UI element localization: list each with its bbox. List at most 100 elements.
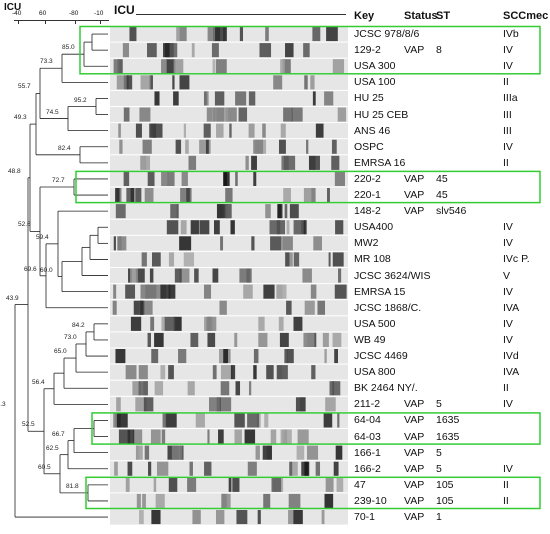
row-key: USA 500 (354, 317, 396, 330)
gel-band (118, 429, 131, 444)
row-key: MR 108 (354, 253, 391, 266)
gel-band (214, 220, 220, 235)
gel-band (276, 365, 288, 380)
gel-band (123, 107, 130, 122)
gel-band (147, 171, 155, 186)
gel-band (234, 332, 238, 347)
gel-band (337, 413, 340, 428)
node-label: 95.2 (74, 96, 87, 104)
gel-band (247, 461, 257, 476)
gel-band (135, 188, 142, 203)
gel-band (141, 252, 147, 267)
row-sccmec: IVA (503, 301, 520, 314)
gel-band (173, 59, 184, 74)
gel-band (173, 316, 182, 331)
gel-band (234, 429, 242, 444)
gel-band (335, 445, 343, 460)
gel-band (207, 429, 210, 444)
row-sccmec: IV (503, 333, 513, 346)
gel-band (183, 252, 195, 267)
gel-band (235, 171, 238, 186)
gel-band (235, 381, 241, 396)
gel-band (118, 123, 121, 138)
gel-band (263, 284, 275, 299)
gel-band (138, 381, 148, 396)
highlight-boxes (75, 25, 541, 510)
gel-band (204, 284, 212, 299)
gel-band (144, 445, 150, 460)
gel-band (219, 349, 225, 364)
gel-lane (110, 461, 348, 477)
gel-band (181, 171, 188, 186)
gel-band (192, 510, 201, 525)
gel-band (333, 461, 339, 476)
gel-band (130, 188, 135, 203)
gel-band (220, 236, 224, 251)
gel-band (314, 155, 320, 170)
node-label: 60.5 (38, 463, 51, 471)
scale-tick (100, 20, 101, 24)
gel-band (156, 461, 169, 476)
gel-band (285, 43, 294, 58)
row-key: ANS 46 (354, 124, 391, 137)
gel-band (308, 155, 316, 170)
gel-band (176, 27, 187, 42)
gel-band (296, 445, 305, 460)
gel-band (190, 220, 199, 235)
row-sccmec: II (503, 382, 509, 395)
gel-band (230, 365, 236, 380)
gel-band (235, 91, 247, 106)
gel-band (324, 493, 334, 508)
gel-band (284, 349, 288, 364)
gel-band (221, 493, 231, 508)
gel-band (293, 220, 302, 235)
gel-band (248, 91, 256, 106)
gel-band (223, 171, 230, 186)
gel-band (280, 429, 292, 444)
gel-band (243, 284, 253, 299)
gel-band (303, 188, 316, 203)
gel-band (113, 59, 120, 74)
gel-band (219, 300, 227, 315)
column-sccmec: SCCmec (503, 10, 549, 22)
gel-band (125, 284, 136, 299)
gel-band (265, 204, 271, 219)
gel-band (273, 75, 283, 90)
gel-band (187, 381, 195, 396)
row-sccmec: IV (503, 60, 513, 73)
gel-band (180, 188, 192, 203)
node-label: 48.8 (8, 167, 21, 175)
row-key: HU 25 CEB (354, 108, 409, 121)
gel-band (312, 91, 316, 106)
gel-band (315, 123, 324, 138)
row-st: 105 (436, 494, 454, 507)
gel-band (207, 332, 216, 347)
gel-band (280, 59, 285, 74)
gel-band (293, 252, 300, 267)
gel-band (207, 27, 216, 42)
gel-band (225, 188, 233, 203)
node-label: 85.0 (62, 44, 75, 52)
gel-band (304, 300, 315, 315)
row-st: 5 (436, 446, 442, 459)
gel-band (116, 75, 125, 90)
gel-band (161, 429, 166, 444)
gel-band (132, 381, 141, 396)
row-key: USA 300 (354, 60, 396, 73)
gel-band (160, 284, 171, 299)
gel-band (147, 332, 151, 347)
gel-band (163, 43, 170, 58)
gel-band (126, 75, 133, 90)
gel-band (238, 107, 248, 122)
gel-band (312, 27, 321, 42)
gel-band (168, 252, 175, 267)
gel-band (142, 493, 146, 508)
gel-band (315, 461, 321, 476)
row-st: 1635 (436, 414, 460, 427)
gel-band (212, 59, 216, 74)
gel-band (323, 413, 333, 428)
gel-band (209, 397, 220, 412)
gel-lane (110, 316, 348, 332)
gel-band (336, 477, 344, 492)
